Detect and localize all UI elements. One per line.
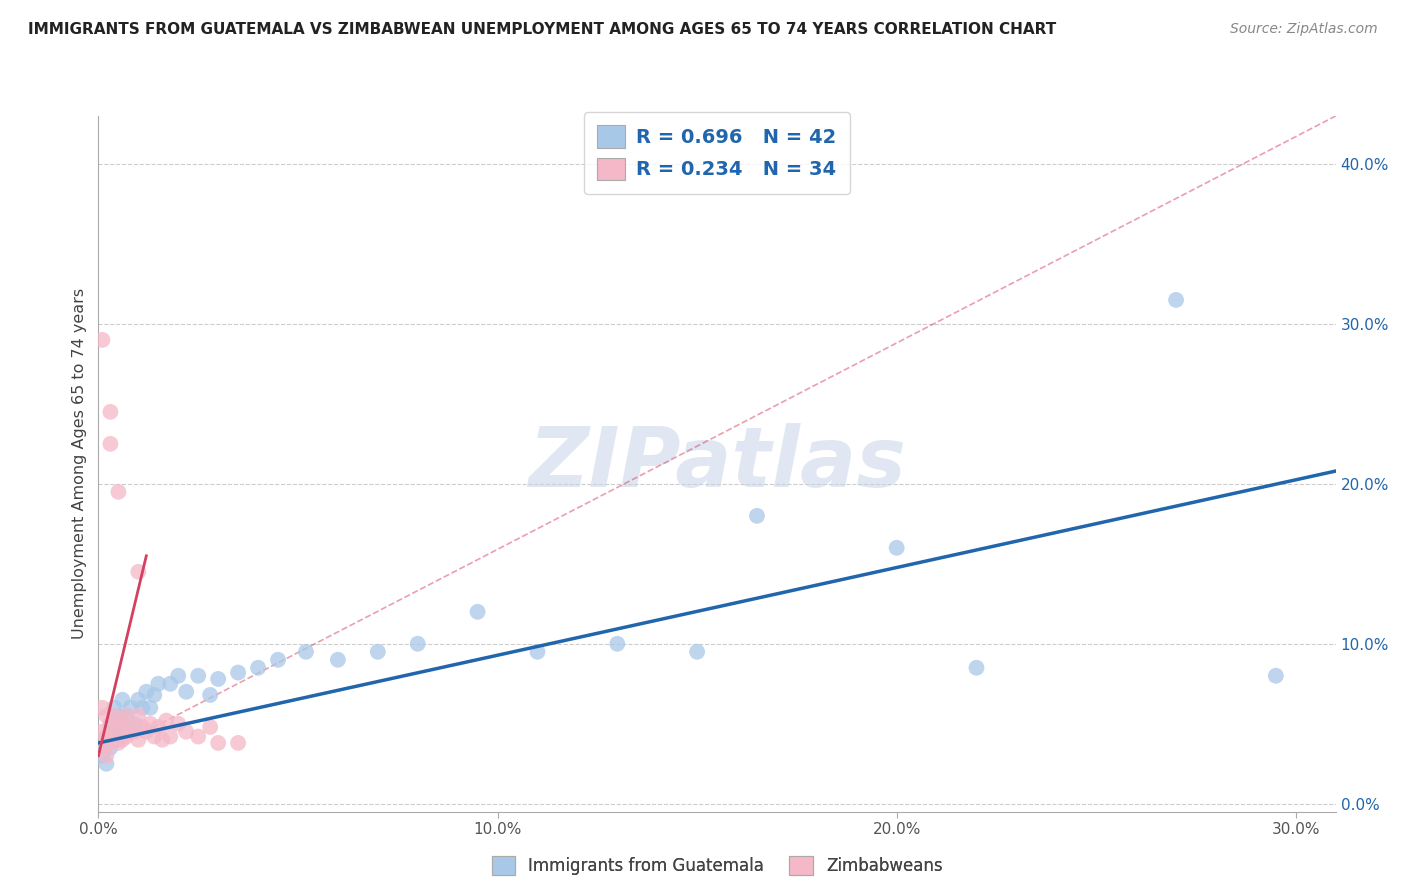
Point <box>198 720 221 734</box>
Point <box>295 645 318 659</box>
Point <box>111 732 134 747</box>
Point <box>406 637 429 651</box>
Point <box>91 700 114 714</box>
Point <box>124 716 146 731</box>
Text: Source: ZipAtlas.com: Source: ZipAtlas.com <box>1230 22 1378 37</box>
Point <box>96 732 118 747</box>
Point <box>100 720 122 734</box>
Point <box>148 677 170 691</box>
Point <box>107 484 129 499</box>
Point <box>107 736 129 750</box>
Point <box>167 669 190 683</box>
Point <box>187 730 209 744</box>
Point <box>91 740 114 755</box>
Text: ZIPatlas: ZIPatlas <box>529 424 905 504</box>
Point <box>96 708 118 723</box>
Point <box>96 756 118 771</box>
Point <box>966 661 988 675</box>
Point <box>745 508 768 523</box>
Point <box>326 653 349 667</box>
Point <box>207 672 229 686</box>
Point <box>124 724 146 739</box>
Point <box>367 645 389 659</box>
Point <box>96 748 118 763</box>
Point <box>107 720 129 734</box>
Point <box>226 736 249 750</box>
Point <box>139 716 162 731</box>
Point <box>127 692 149 706</box>
Point <box>148 720 170 734</box>
Point <box>131 720 153 734</box>
Point <box>1264 669 1286 683</box>
Point <box>115 730 138 744</box>
Point <box>91 724 114 739</box>
Point <box>100 740 122 755</box>
Point <box>1164 293 1187 307</box>
Point <box>159 730 181 744</box>
Point <box>100 716 122 731</box>
Point <box>107 732 129 747</box>
Point <box>96 730 118 744</box>
Point <box>111 714 134 728</box>
Point <box>135 724 157 739</box>
Point <box>103 730 125 744</box>
Point <box>107 708 129 723</box>
Point <box>187 669 209 683</box>
Point <box>143 688 166 702</box>
Point <box>267 653 290 667</box>
Point <box>103 700 125 714</box>
Point <box>526 645 548 659</box>
Text: IMMIGRANTS FROM GUATEMALA VS ZIMBABWEAN UNEMPLOYMENT AMONG AGES 65 TO 74 YEARS C: IMMIGRANTS FROM GUATEMALA VS ZIMBABWEAN … <box>28 22 1056 37</box>
Point <box>606 637 628 651</box>
Point <box>111 692 134 706</box>
Point <box>127 732 149 747</box>
Point <box>174 685 197 699</box>
Point <box>226 665 249 680</box>
Point <box>91 748 114 763</box>
Point <box>139 700 162 714</box>
Point <box>103 708 125 723</box>
Point <box>159 677 181 691</box>
Point <box>103 724 125 739</box>
Point <box>115 708 138 723</box>
Point <box>100 437 122 451</box>
Point <box>198 688 221 702</box>
Point <box>127 565 149 579</box>
Point <box>150 732 173 747</box>
Y-axis label: Unemployment Among Ages 65 to 74 years: Unemployment Among Ages 65 to 74 years <box>72 288 87 640</box>
Point <box>467 605 489 619</box>
Point <box>207 736 229 750</box>
Point <box>686 645 709 659</box>
Point <box>120 720 142 734</box>
Point <box>131 700 153 714</box>
Point <box>115 708 138 723</box>
Legend: Immigrants from Guatemala, Zimbabweans: Immigrants from Guatemala, Zimbabweans <box>484 847 950 883</box>
Point <box>155 714 177 728</box>
Point <box>167 716 190 731</box>
Point <box>135 685 157 699</box>
Point <box>886 541 908 555</box>
Point <box>111 716 134 731</box>
Point <box>127 708 149 723</box>
Point <box>100 405 122 419</box>
Point <box>247 661 270 675</box>
Point <box>174 724 197 739</box>
Point <box>143 730 166 744</box>
Point <box>91 333 114 347</box>
Point <box>100 736 122 750</box>
Point <box>120 700 142 714</box>
